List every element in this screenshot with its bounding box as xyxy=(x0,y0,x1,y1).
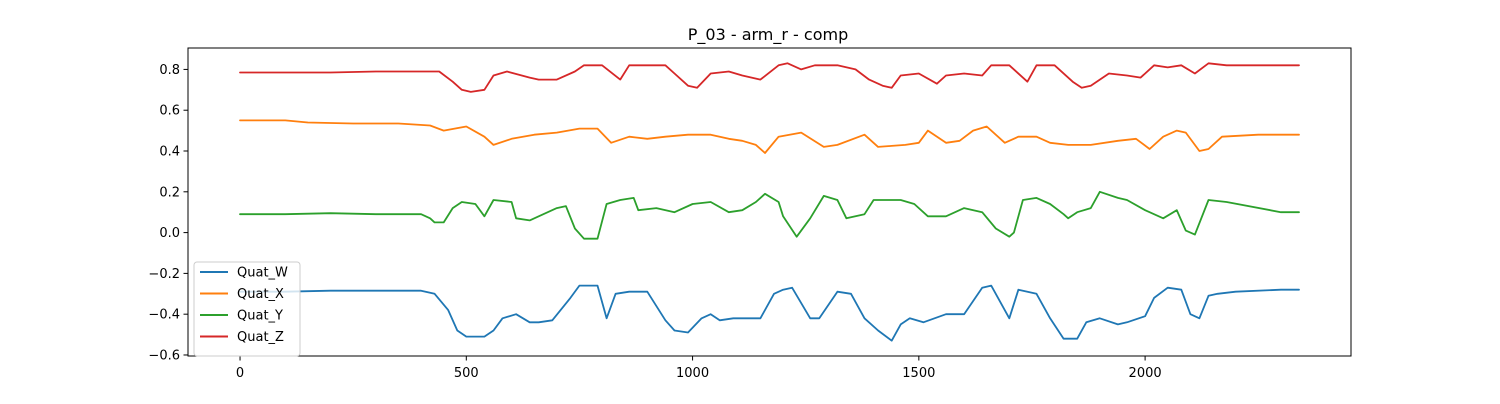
y-tick-label: 0.0 xyxy=(159,226,180,241)
y-tick-label: −0.4 xyxy=(148,308,180,323)
y-axis: −0.6 −0.4 −0.2 0.0 0.2 0.4 0.6 0.8 xyxy=(148,63,188,363)
y-tick-label: −0.2 xyxy=(148,267,180,282)
series-line-quat-y xyxy=(239,190,1300,240)
legend-label: Quat_Z xyxy=(237,330,284,345)
series-line-quat-w xyxy=(239,284,1300,342)
series-line-quat-x xyxy=(239,119,1300,154)
legend-label: Quat_W xyxy=(237,266,288,281)
y-tick-label: −0.6 xyxy=(148,348,180,363)
legend: Quat_W Quat_X Quat_Y Quat_Z xyxy=(193,261,301,357)
x-tick-label: 2000 xyxy=(1129,366,1162,381)
x-axis: 0 500 1000 1500 2000 xyxy=(236,356,1162,381)
legend-box xyxy=(193,261,301,357)
legend-label: Quat_X xyxy=(237,287,284,302)
y-tick-label: 0.8 xyxy=(159,63,180,78)
x-tick-label: 1000 xyxy=(676,366,709,381)
legend-label: Quat_Y xyxy=(237,309,283,324)
x-tick-label: 500 xyxy=(454,366,479,381)
plot-lines xyxy=(239,62,1300,342)
y-tick-label: 0.4 xyxy=(159,145,180,160)
y-tick-label: 0.2 xyxy=(159,185,180,200)
chart-title: P_03 - arm_r - comp xyxy=(688,25,849,45)
axes-frame xyxy=(187,47,1352,357)
y-tick-label: 0.6 xyxy=(159,104,180,119)
x-tick-label: 0 xyxy=(236,366,244,381)
x-tick-label: 1500 xyxy=(902,366,935,381)
series-line-quat-z xyxy=(239,62,1300,93)
